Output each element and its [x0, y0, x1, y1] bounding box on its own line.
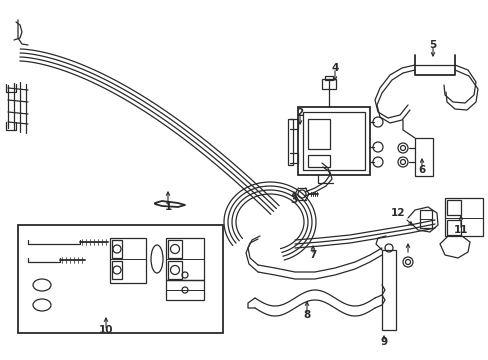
Bar: [321, 79, 335, 89]
Bar: [165, 280, 203, 300]
Bar: [303, 112, 364, 170]
Bar: [325, 76, 332, 80]
Bar: [419, 210, 431, 228]
Bar: [446, 220, 460, 235]
Text: 2: 2: [296, 108, 303, 118]
Bar: [18, 225, 223, 333]
Bar: [414, 138, 432, 176]
Text: 11: 11: [453, 225, 468, 235]
Text: 3: 3: [290, 195, 297, 205]
Bar: [112, 240, 122, 258]
Bar: [297, 107, 369, 175]
Bar: [110, 238, 146, 283]
Bar: [168, 261, 182, 279]
Text: 12: 12: [390, 208, 404, 218]
Bar: [287, 119, 292, 165]
Text: 5: 5: [428, 40, 436, 50]
Bar: [165, 238, 203, 280]
Text: 9: 9: [380, 337, 387, 347]
Text: 1: 1: [164, 202, 171, 212]
Text: 4: 4: [331, 63, 338, 73]
Bar: [307, 155, 329, 167]
Bar: [307, 119, 329, 149]
Text: 8: 8: [303, 310, 310, 320]
Text: 7: 7: [309, 250, 316, 260]
Bar: [112, 261, 122, 279]
FancyArrowPatch shape: [406, 244, 409, 252]
Text: 10: 10: [99, 325, 113, 335]
Bar: [381, 250, 395, 330]
Bar: [168, 240, 182, 258]
Bar: [446, 200, 460, 215]
Bar: [444, 198, 482, 236]
Text: 6: 6: [418, 165, 425, 175]
